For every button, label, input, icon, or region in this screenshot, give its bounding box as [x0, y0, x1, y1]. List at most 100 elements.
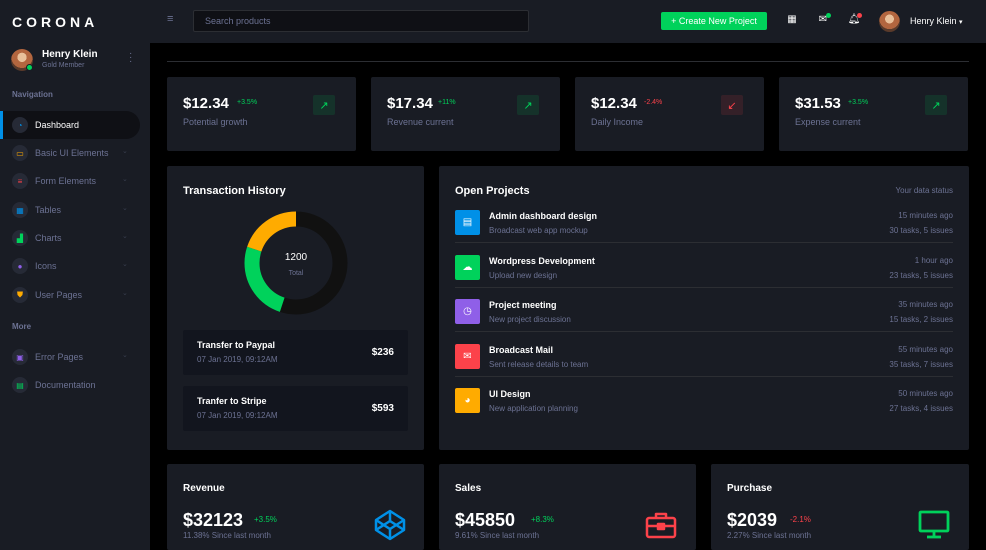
- menu-icon[interactable]: ≡: [167, 13, 174, 25]
- chevron-down-icon: ⌄: [122, 176, 128, 183]
- sidebar-item-label: Form Elements: [35, 176, 97, 186]
- profile-role: Gold Member: [42, 62, 85, 69]
- sidebar-item-label: Icons: [35, 261, 57, 271]
- divider: [167, 61, 969, 62]
- sidebar-item-label: Dashboard: [35, 120, 80, 130]
- chevron-down-icon: ⌄: [122, 205, 128, 212]
- donut-value: 1200: [285, 252, 308, 263]
- file-document-icon: ▤: [12, 377, 28, 393]
- user-avatar[interactable]: [879, 11, 900, 32]
- project-item[interactable]: ☁ Wordpress Development Upload new desig…: [455, 253, 953, 297]
- stat-label: Potential growth: [183, 117, 248, 127]
- stat-card-potential-growth: $12.34 +3.5% Potential growth ↗: [167, 77, 356, 151]
- security-icon: ⛊: [12, 287, 28, 303]
- arrow-down-left-icon: ↙: [721, 95, 743, 115]
- project-item[interactable]: ▤ Admin dashboard design Broadcast web a…: [455, 208, 953, 252]
- sidebar-item-user-pages[interactable]: ⛊ User Pages ⌄: [0, 281, 140, 309]
- project-title: Wordpress Development: [489, 256, 595, 266]
- arrow-up-right-icon: ↗: [925, 95, 947, 115]
- user-name: Henry Klein: [910, 16, 957, 26]
- transfer-amount: $236: [371, 347, 394, 358]
- project-meta: 30 tasks, 5 issues: [889, 226, 953, 235]
- sidebar-profile[interactable]: Henry Klein Gold Member · · ·: [11, 48, 141, 74]
- sidebar-item-label: Documentation: [35, 380, 96, 390]
- sales-card: Sales $45850 +8.3% 9.61% Since last mont…: [439, 464, 696, 550]
- stat-label: Expense current: [795, 117, 861, 127]
- sidebar-item-dashboard[interactable]: ◔ Dashboard: [0, 111, 140, 139]
- big-sub: 9.61% Since last month: [455, 531, 540, 540]
- table-icon: ▦: [12, 202, 28, 218]
- transfer-date: 07 Jan 2019, 09:12AM: [197, 411, 278, 420]
- sidebar-item-form-elements[interactable]: ≡ Form Elements ⌄: [0, 167, 140, 195]
- stat-card-revenue-current: $17.34 +11% Revenue current ↗: [371, 77, 560, 151]
- sidebar-item-charts[interactable]: ▟ Charts ⌄: [0, 224, 140, 252]
- speedometer-icon: ◔: [12, 117, 28, 133]
- card-title: Transaction History: [183, 185, 286, 197]
- sidebar-item-label: Error Pages: [35, 352, 84, 362]
- project-item[interactable]: ◷ Project meeting New project discussion…: [455, 297, 953, 341]
- project-time: 55 minutes ago: [898, 345, 953, 354]
- project-time: 50 minutes ago: [898, 389, 953, 398]
- transfer-item[interactable]: Tranfer to Stripe 07 Jan 2019, 09:12AM $…: [183, 386, 408, 431]
- briefcase-icon: [645, 512, 677, 539]
- sidebar-item-documentation[interactable]: ▤ Documentation: [0, 371, 140, 399]
- big-change: +3.5%: [254, 515, 277, 524]
- project-item[interactable]: ◕ UI Design New application planning 50 …: [455, 386, 953, 430]
- sidebar-item-tables[interactable]: ▦ Tables ⌄: [0, 196, 140, 224]
- grid-icon[interactable]: ▦: [787, 14, 797, 25]
- stat-change: -2.4%: [644, 99, 663, 106]
- transaction-history-card: Transaction History 1200 Total Transfer …: [167, 166, 424, 450]
- chart-icon: ▟: [12, 230, 28, 246]
- transfer-date: 07 Jan 2019, 09:12AM: [197, 355, 278, 364]
- stat-amount: $12.34: [183, 95, 229, 112]
- stat-label: Daily Income: [591, 117, 644, 127]
- transfer-item[interactable]: Transfer to Paypal 07 Jan 2019, 09:12AM …: [183, 330, 408, 375]
- clock-icon: ◷: [455, 299, 480, 324]
- open-projects-card: Open Projects Your data status ▤ Admin d…: [439, 166, 969, 450]
- transfer-title: Tranfer to Stripe: [197, 396, 267, 406]
- create-new-project-button[interactable]: + Create New Project: [661, 12, 767, 30]
- big-sub: 11.38% Since last month: [183, 531, 271, 540]
- monitor-icon: [918, 510, 950, 539]
- search-input[interactable]: Search products: [193, 10, 529, 32]
- donut-segment-1: [244, 211, 348, 315]
- email-icon: ✉: [455, 344, 480, 369]
- project-subtitle: New application planning: [489, 404, 578, 413]
- arrow-up-right-icon: ↗: [313, 95, 335, 115]
- sidebar: CORONA Henry Klein Gold Member · · · Navig…: [0, 0, 150, 550]
- project-time: 15 minutes ago: [898, 211, 953, 220]
- chevron-down-icon: ⌄: [122, 290, 128, 297]
- card-title: Open Projects: [455, 185, 530, 197]
- section-more: More: [12, 322, 32, 331]
- bell-icon[interactable]: 🔔︎: [847, 13, 862, 25]
- project-time: 1 hour ago: [914, 256, 953, 265]
- divider: [455, 331, 953, 332]
- sidebar-item-icons[interactable]: ● Icons ⌄: [0, 252, 140, 280]
- big-change: -2.1%: [790, 515, 811, 524]
- codepen-icon: [374, 509, 406, 541]
- donut-chart: 1200 Total: [244, 211, 348, 315]
- data-status-label: Your data status: [895, 186, 953, 195]
- donut-label: Total: [289, 270, 304, 277]
- topbar: ≡ Search products + Create New Project ▦…: [150, 0, 986, 43]
- stat-amount: $31.53: [795, 95, 841, 112]
- contacts-icon: ●: [12, 258, 28, 274]
- lock-icon: ▣: [12, 349, 28, 365]
- sidebar-item-error-pages[interactable]: ▣ Error Pages ⌄: [0, 343, 140, 371]
- project-meta: 27 tasks, 4 issues: [889, 404, 953, 413]
- sidebar-item-basic-ui[interactable]: ▭ Basic UI Elements ⌄: [0, 139, 140, 167]
- project-title: Project meeting: [489, 300, 557, 310]
- section-navigation: Navigation: [12, 90, 53, 99]
- caret-down-icon: ▾: [959, 19, 963, 26]
- profile-name: Henry Klein: [42, 49, 98, 60]
- brand-logo[interactable]: CORONA: [12, 14, 99, 30]
- more-vertical-icon[interactable]: · · ·: [129, 48, 133, 67]
- user-menu[interactable]: Henry Klein ▾: [910, 16, 963, 26]
- transfer-title: Transfer to Paypal: [197, 340, 276, 350]
- playlist-icon: ≡: [12, 173, 28, 189]
- purchase-card: Purchase $2039 -2.1% 2.27% Since last mo…: [711, 464, 969, 550]
- email-icon[interactable]: ✉: [816, 13, 831, 28]
- stat-card-daily-income: $12.34 -2.4% Daily Income ↙: [575, 77, 764, 151]
- project-item[interactable]: ✉ Broadcast Mail Sent release details to…: [455, 342, 953, 386]
- sidebar-item-label: User Pages: [35, 290, 83, 300]
